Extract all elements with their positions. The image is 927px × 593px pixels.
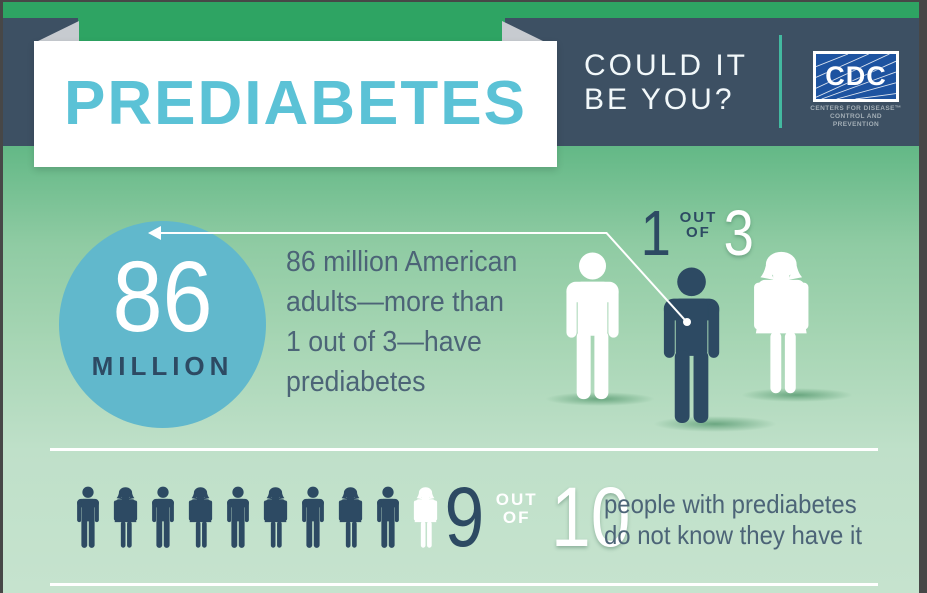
cdc-logo: CDC CENTERS FOR DISEASE™ CONTROL AND PRE…: [809, 51, 903, 129]
ratio2-denominator: 10: [550, 470, 631, 564]
ratio2-word-of: OF: [502, 508, 531, 527]
stat1-description-line: adults—more than: [286, 286, 505, 318]
male-figure-icon: [656, 267, 727, 425]
ratio2-numerator: 9: [444, 470, 485, 564]
cdc-name: CENTERS FOR DISEASE™ CONTROL AND PREVENT…: [809, 105, 903, 129]
ratio1-denominator: 3: [723, 197, 755, 269]
ratio1-word-out: OUT: [679, 209, 718, 226]
cdc-acronym: CDC: [825, 61, 887, 91]
male-figure-icon: [374, 486, 402, 549]
tagline: COULD IT BE YOU?: [584, 49, 748, 117]
male-figure-icon: [299, 486, 327, 549]
stat-million-label: MILLION: [91, 351, 234, 381]
ratio2-word-out: OUT: [495, 490, 538, 509]
female-figure-icon: [410, 486, 441, 549]
stat1-description-line: 1 out of 3—have: [286, 326, 482, 358]
female-figure-icon: [260, 486, 291, 549]
ratio2-out-of: OUT OF: [496, 491, 538, 527]
figure-shadow: [741, 388, 853, 402]
callout-arrow-icon: [148, 226, 161, 240]
ratio1-word-of: OF: [686, 224, 711, 241]
stat2-description-line: people with prediabetes: [604, 489, 857, 519]
callout-arrow-dot: [683, 318, 691, 326]
infographic-canvas: PREDIABETES COULD IT BE YOU?: [3, 2, 919, 593]
cdc-name-line1: CENTERS FOR DISEASE™: [810, 105, 902, 112]
stat-86-number: 86: [112, 241, 213, 353]
tagline-line1: COULD IT: [584, 49, 749, 82]
stat1-description-line: 86 million American: [286, 246, 518, 278]
ratio-9-out-of-10: 9 OUT OF 10: [441, 470, 637, 564]
stat1-description: 86 million American adults—more than 1 o…: [286, 242, 517, 402]
female-figure-icon: [185, 486, 216, 549]
title-banner: PREDIABETES: [34, 41, 557, 167]
cdc-logo-box: CDC: [813, 51, 899, 102]
nine-of-ten-figures: [74, 486, 441, 549]
female-figure-icon: [335, 486, 366, 549]
ratio-1-out-of-3: 1 OUT OF 3: [638, 197, 757, 269]
ratio1-out-of: OUT OF: [680, 210, 718, 240]
ribbon-back: [78, 16, 505, 44]
female-figure-icon: [110, 486, 141, 549]
male-figure-icon: [559, 252, 626, 401]
tagline-line2: BE YOU?: [584, 83, 735, 116]
female-figure-icon: [745, 250, 818, 395]
header-vertical-divider: [779, 35, 782, 128]
male-figure-icon: [149, 486, 177, 549]
male-figure-icon: [224, 486, 252, 549]
bottom-divider: [50, 583, 878, 586]
section-divider: [50, 448, 878, 451]
cdc-name-line2: CONTROL AND PREVENTION: [829, 113, 883, 128]
cdc-rays-icon: [816, 54, 896, 99]
callout-arrow-line: [161, 232, 607, 234]
one-of-three-figures: [549, 249, 849, 429]
page-title: PREDIABETES: [64, 69, 527, 138]
ratio1-numerator: 1: [640, 197, 671, 269]
top-green-strip: [3, 2, 919, 18]
stat2-description-line: do not know they have it: [604, 520, 862, 550]
male-figure-icon: [74, 486, 102, 549]
stat2-description: people with prediabetes do not know they…: [604, 489, 862, 551]
stat1-description-line: prediabetes: [286, 366, 426, 398]
stat-86-million-circle: 86 MILLION: [59, 221, 266, 428]
